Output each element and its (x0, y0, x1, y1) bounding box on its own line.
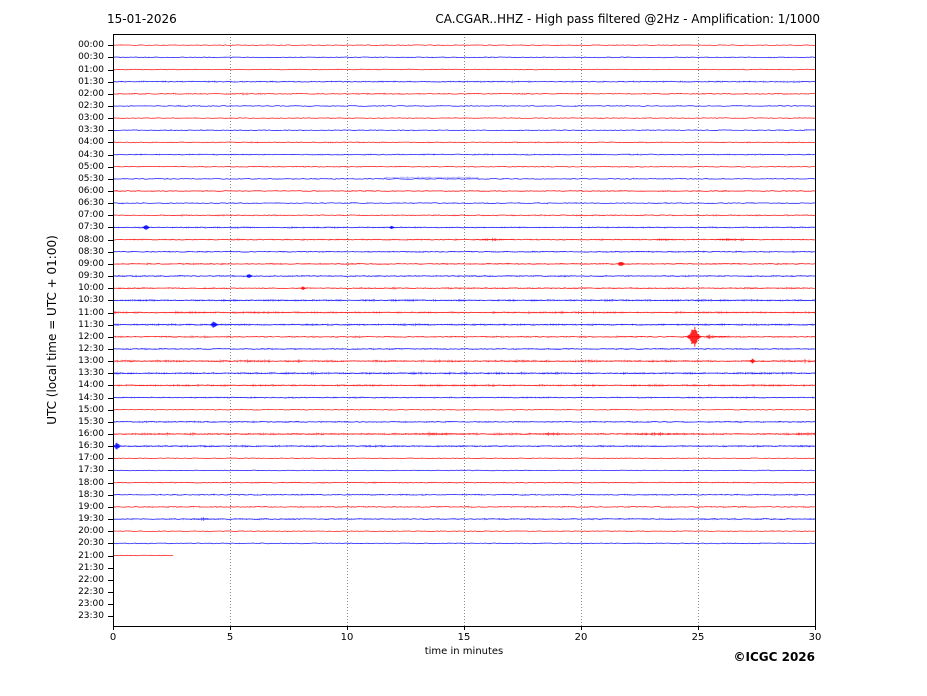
y-tick-label: 06:00 (78, 186, 104, 196)
y-tick-label: 04:30 (78, 149, 104, 160)
y-tick-label: 17:30 (78, 465, 104, 476)
x-tick-label: 10 (340, 632, 354, 643)
y-tick-label: 17:00 (78, 453, 104, 464)
y-tick-label: 02:00 (78, 88, 104, 99)
y-tick-label: 12:30 (78, 343, 104, 354)
y-tick-label: 18:30 (78, 489, 104, 500)
y-tick-label: 16:00 (78, 429, 104, 439)
y-tick-label: 00:30 (78, 52, 104, 63)
y-tick-label: 10:00 (78, 283, 104, 294)
x-tick-label: 30 (808, 632, 822, 643)
y-tick-label: 14:00 (78, 380, 104, 391)
x-axis-label: time in minutes (424, 646, 504, 657)
y-tick-label: 11:00 (78, 307, 104, 318)
y-tick-label: 03:30 (78, 125, 104, 136)
y-tick-label: 11:30 (78, 319, 104, 330)
x-tick-label: 15 (457, 632, 471, 643)
y-tick-label: 15:30 (78, 416, 104, 427)
plot-title: CA.CGAR..HHZ - High pass filtered @2Hz -… (435, 12, 820, 26)
y-tick-label: 03:00 (78, 113, 104, 124)
y-tick-label: 16:30 (78, 441, 104, 452)
y-tick-label: 14:30 (78, 392, 104, 403)
y-tick-label: 09:30 (78, 271, 104, 282)
y-tick-label: 10:30 (78, 295, 104, 306)
y-tick-label: 13:00 (78, 356, 104, 367)
y-tick-label: 15:00 (78, 404, 104, 415)
y-tick-label: 19:00 (78, 501, 104, 512)
x-tick-label: 0 (109, 632, 117, 643)
y-tick-label: 22:00 (78, 574, 104, 585)
y-tick-label: 00:00 (78, 40, 104, 51)
y-tick-label: 08:00 (78, 234, 104, 245)
y-tick-label: 09:00 (78, 258, 104, 269)
y-tick-label: 07:00 (78, 210, 104, 221)
y-tick-label: 04:00 (78, 137, 104, 148)
y-tick-label: 06:30 (78, 198, 104, 209)
y-tick-label: 20:30 (78, 538, 104, 549)
x-tick-label: 25 (691, 632, 705, 643)
y-tick-label: 18:00 (78, 477, 104, 488)
x-tick-label: 5 (226, 632, 234, 643)
y-tick-label: 07:30 (78, 222, 104, 233)
x-tick-label: 20 (574, 632, 588, 643)
y-tick-label: 05:30 (78, 173, 104, 184)
y-tick-label: 23:30 (78, 611, 104, 622)
y-tick-label: 20:00 (78, 526, 104, 537)
y-tick-label: 01:00 (78, 64, 104, 75)
y-tick-label: 19:30 (78, 514, 104, 525)
y-tick-label: 21:30 (78, 562, 104, 573)
plot-date: 15-01-2026 (107, 12, 177, 26)
y-tick-label: 13:30 (78, 368, 104, 379)
y-tick-label: 02:30 (78, 100, 104, 111)
y-tick-label: 23:00 (78, 599, 104, 610)
y-tick-label: 05:00 (78, 161, 104, 172)
y-tick-label: 01:30 (78, 76, 104, 87)
y-tick-label: 12:00 (78, 331, 104, 342)
y-tick-label: 22:30 (78, 586, 104, 597)
y-axis-label: UTC (local time = UTC + 01:00) (45, 235, 59, 425)
copyright-label: ©ICGC 2026 (733, 650, 815, 664)
y-tick-label: 08:30 (78, 246, 104, 257)
y-tick-label: 21:00 (78, 550, 104, 561)
